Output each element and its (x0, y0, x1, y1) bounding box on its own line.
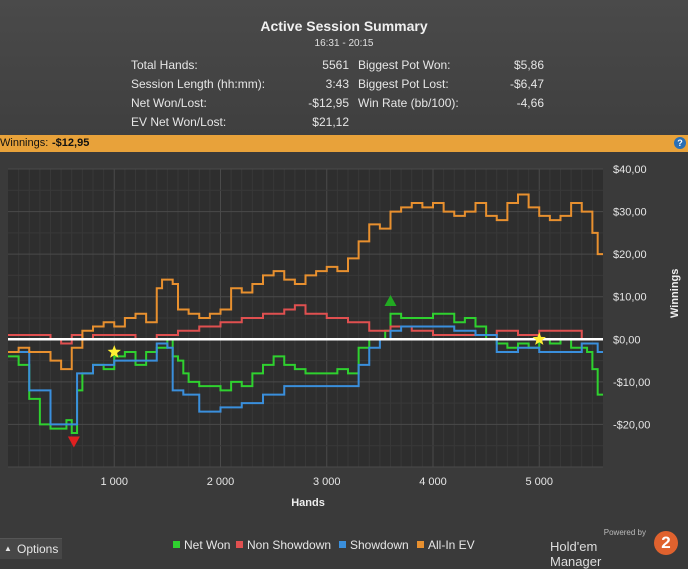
stat-net-won-lost: Net Won/Lost: -$12,95 (131, 96, 349, 110)
options-button[interactable]: ▲ Options (0, 538, 62, 559)
stat-total-hands: Total Hands: 5561 (131, 58, 349, 72)
holdem-manager-logo-icon: 2 (654, 531, 678, 555)
x-tick-label: 2 000 (207, 476, 235, 488)
legend-swatch-showdown (339, 541, 346, 548)
stat-ev-net-won-lost: EV Net Won/Lost: $21,12 (131, 115, 349, 129)
legend-all-in-ev[interactable]: All-In EV (417, 538, 475, 552)
triangle-up-marker-icon (384, 294, 397, 306)
stat-biggest-pot-won: Biggest Pot Won: $5,86 (358, 58, 544, 72)
star-marker-icon (532, 332, 546, 345)
help-icon[interactable]: ? (674, 137, 686, 149)
legend-swatch-net-won (173, 541, 180, 548)
y-tick-label: $40,00 (613, 164, 647, 176)
winnings-bar: Winnings: -$12,95 ? (0, 135, 688, 152)
y-tick-label: -$10,00 (613, 377, 650, 389)
x-tick-label: 5 000 (525, 476, 553, 488)
y-tick-label: $30,00 (613, 207, 647, 219)
x-tick-label: 3 000 (313, 476, 341, 488)
legend-swatch-all-in-ev (417, 541, 424, 548)
winnings-chart-area: 1 000 2 000 3 000 4 000 5 000 $40,00 $30,00 $20… (0, 152, 688, 569)
legend-net-won[interactable]: Net Won (173, 538, 230, 552)
summary-title: Active Session Summary (260, 18, 428, 34)
brand-logo-block: Powered by Hold'em Manager 2 (550, 528, 680, 569)
series-line-showdown (8, 325, 603, 426)
y-tick-label: -$20,00 (613, 419, 650, 431)
stat-biggest-pot-lost: Biggest Pot Lost: -$6,47 (358, 77, 544, 91)
legend-showdown[interactable]: Showdown (339, 538, 409, 552)
legend-swatch-non-showdown (236, 541, 243, 548)
brand-name: Hold'em Manager (550, 539, 602, 569)
y-tick-label: $20,00 (613, 249, 647, 261)
series-line-all-in-ev (8, 193, 603, 371)
x-tick-label: 4 000 (419, 476, 447, 488)
stat-session-length: Session Length (hh:mm): 3:43 (131, 77, 349, 91)
session-summary-panel: Active Session Summary 16:31 - 20:15 Tot… (0, 0, 688, 135)
x-axis-label: Hands (291, 497, 325, 509)
winnings-chart: 1 000 2 000 3 000 4 000 5 000 $40,00 $30,00 $20… (8, 164, 650, 488)
powered-by-text: Powered by (603, 528, 646, 537)
legend-non-showdown[interactable]: Non Showdown (236, 538, 331, 552)
y-tick-label: $0,00 (613, 334, 641, 346)
winnings-value: -$12,95 (52, 137, 90, 149)
star-marker-icon (107, 345, 121, 358)
y-tick-label: $10,00 (613, 292, 647, 304)
y-axis-label: Winnings (669, 268, 681, 318)
chevron-up-icon: ▲ (4, 544, 12, 553)
triangle-down-marker-icon (67, 436, 80, 448)
summary-time-range: 16:31 - 20:15 (314, 38, 374, 49)
winnings-label: Winnings: (0, 137, 49, 149)
x-tick-label: 1 000 (100, 476, 128, 488)
stat-win-rate: Win Rate (bb/100): -4,66 (358, 96, 544, 110)
